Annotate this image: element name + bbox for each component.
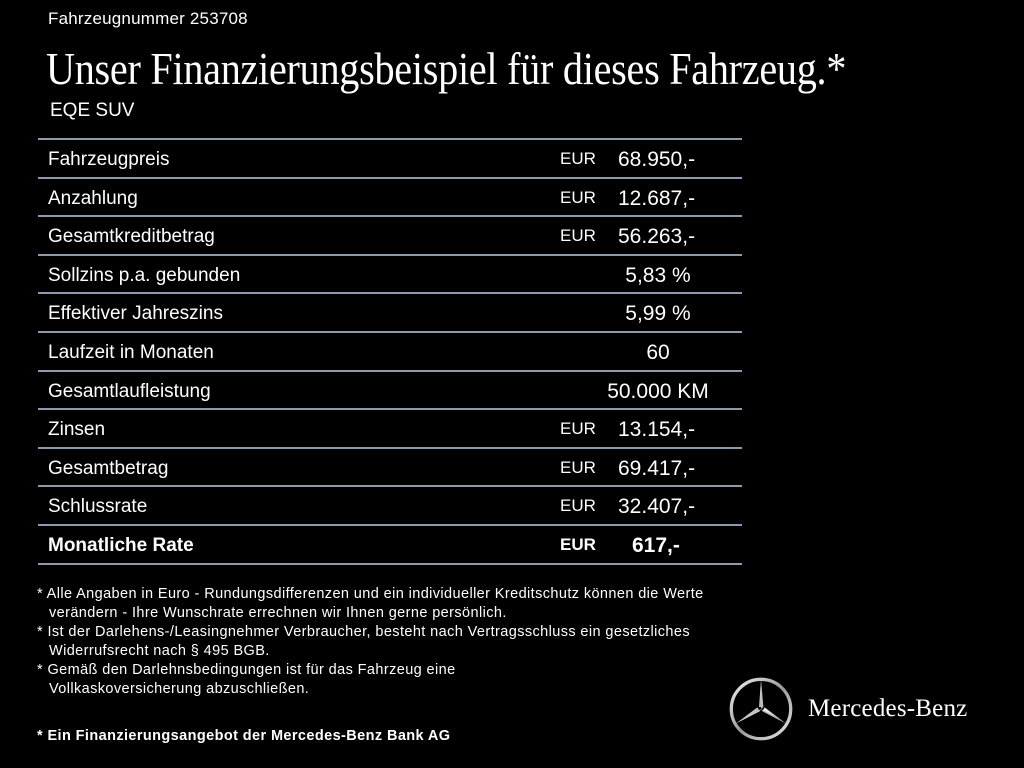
row-label: Schlussrate <box>48 496 148 518</box>
table-row-monatliche-rate: Monatliche Rate EUR 617,- <box>38 526 742 565</box>
footnote-rounding: * Alle Angaben in Euro - Rundungsdiffere… <box>37 586 704 621</box>
footnote-withdrawal: * Ist der Darlehens-/Leasingnehmer Verbr… <box>37 624 690 659</box>
row-label: Fahrzeugpreis <box>48 149 170 170</box>
row-label: Sollzins p.a. gebunden <box>48 264 241 286</box>
row-value: 12.687,- <box>618 186 696 210</box>
brand-name: Mercedes-Benz <box>808 695 968 722</box>
row-value: 68.950,- <box>618 148 696 171</box>
table-row-gesamtlaufleistung: Gesamtlaufleistung 50.000 KM <box>38 372 742 411</box>
row-currency: EUR <box>560 534 596 554</box>
brand-logo: Mercedes-Benz <box>728 676 967 742</box>
table-row-effektiver-jahreszins: Effektiver Jahreszins 5,99 % <box>38 294 742 333</box>
row-value: 13.154,- <box>618 418 696 442</box>
row-value: 617,- <box>632 533 680 557</box>
footnote-bank: * Ein Finanzierungsangebot der Mercedes-… <box>37 728 451 744</box>
row-currency: EUR <box>560 419 596 439</box>
row-currency: EUR <box>560 226 596 246</box>
table-row-fahrzeugpreis: Fahrzeugpreis EUR 68.950,- <box>38 140 742 179</box>
row-value: 32.407,- <box>618 495 696 519</box>
row-value: 60 <box>646 340 670 364</box>
row-label: Effektiver Jahreszins <box>48 303 223 325</box>
footnote-insurance: * Gemäß den Darlehnsbedingungen ist für … <box>37 662 456 697</box>
table-row-gesamtkreditbetrag: Gesamtkreditbetrag EUR 56.263,- <box>38 217 742 256</box>
footnotes: * Alle Angaben in Euro - Rundungsdiffere… <box>37 585 757 699</box>
vehicle-number: Fahrzeugnummer 253708 <box>48 9 248 28</box>
table-row-zinsen: Zinsen EUR 13.154,- <box>38 410 742 449</box>
row-value: 5,99 % <box>625 302 691 326</box>
row-label: Laufzeit in Monaten <box>48 341 214 363</box>
row-value: 69.417,- <box>618 456 696 480</box>
row-label: Anzahlung <box>48 187 138 209</box>
table-row-gesamtbetrag: Gesamtbetrag EUR 69.417,- <box>38 449 742 488</box>
row-label: Gesamtkreditbetrag <box>48 226 215 248</box>
table-row-laufzeit: Laufzeit in Monaten 60 <box>38 333 742 372</box>
row-value: 56.263,- <box>618 225 696 249</box>
row-currency: EUR <box>560 496 596 516</box>
three-pointed-star-icon <box>729 677 793 741</box>
page-title: Unser Finanzierungsbeispiel für dieses F… <box>46 43 847 94</box>
row-value: 5,83 % <box>625 263 691 287</box>
table-row-sollzins: Sollzins p.a. gebunden 5,83 % <box>38 256 742 295</box>
row-label: Gesamtlaufleistung <box>48 380 211 402</box>
row-label: Monatliche Rate <box>48 534 194 556</box>
row-value: 50.000 KM <box>607 379 709 403</box>
table-row-schlussrate: Schlussrate EUR 32.407,- <box>38 487 742 526</box>
row-label: Gesamtbetrag <box>48 457 169 479</box>
row-label: Zinsen <box>48 419 106 441</box>
row-currency: EUR <box>560 187 596 207</box>
table-row-anzahlung: Anzahlung EUR 12.687,- <box>38 179 742 218</box>
model-name: EQE SUV <box>50 100 135 121</box>
financing-table: Fahrzeugpreis EUR 68.950,- Anzahlung EUR… <box>38 138 742 565</box>
row-currency: EUR <box>560 149 596 168</box>
row-currency: EUR <box>560 457 596 477</box>
